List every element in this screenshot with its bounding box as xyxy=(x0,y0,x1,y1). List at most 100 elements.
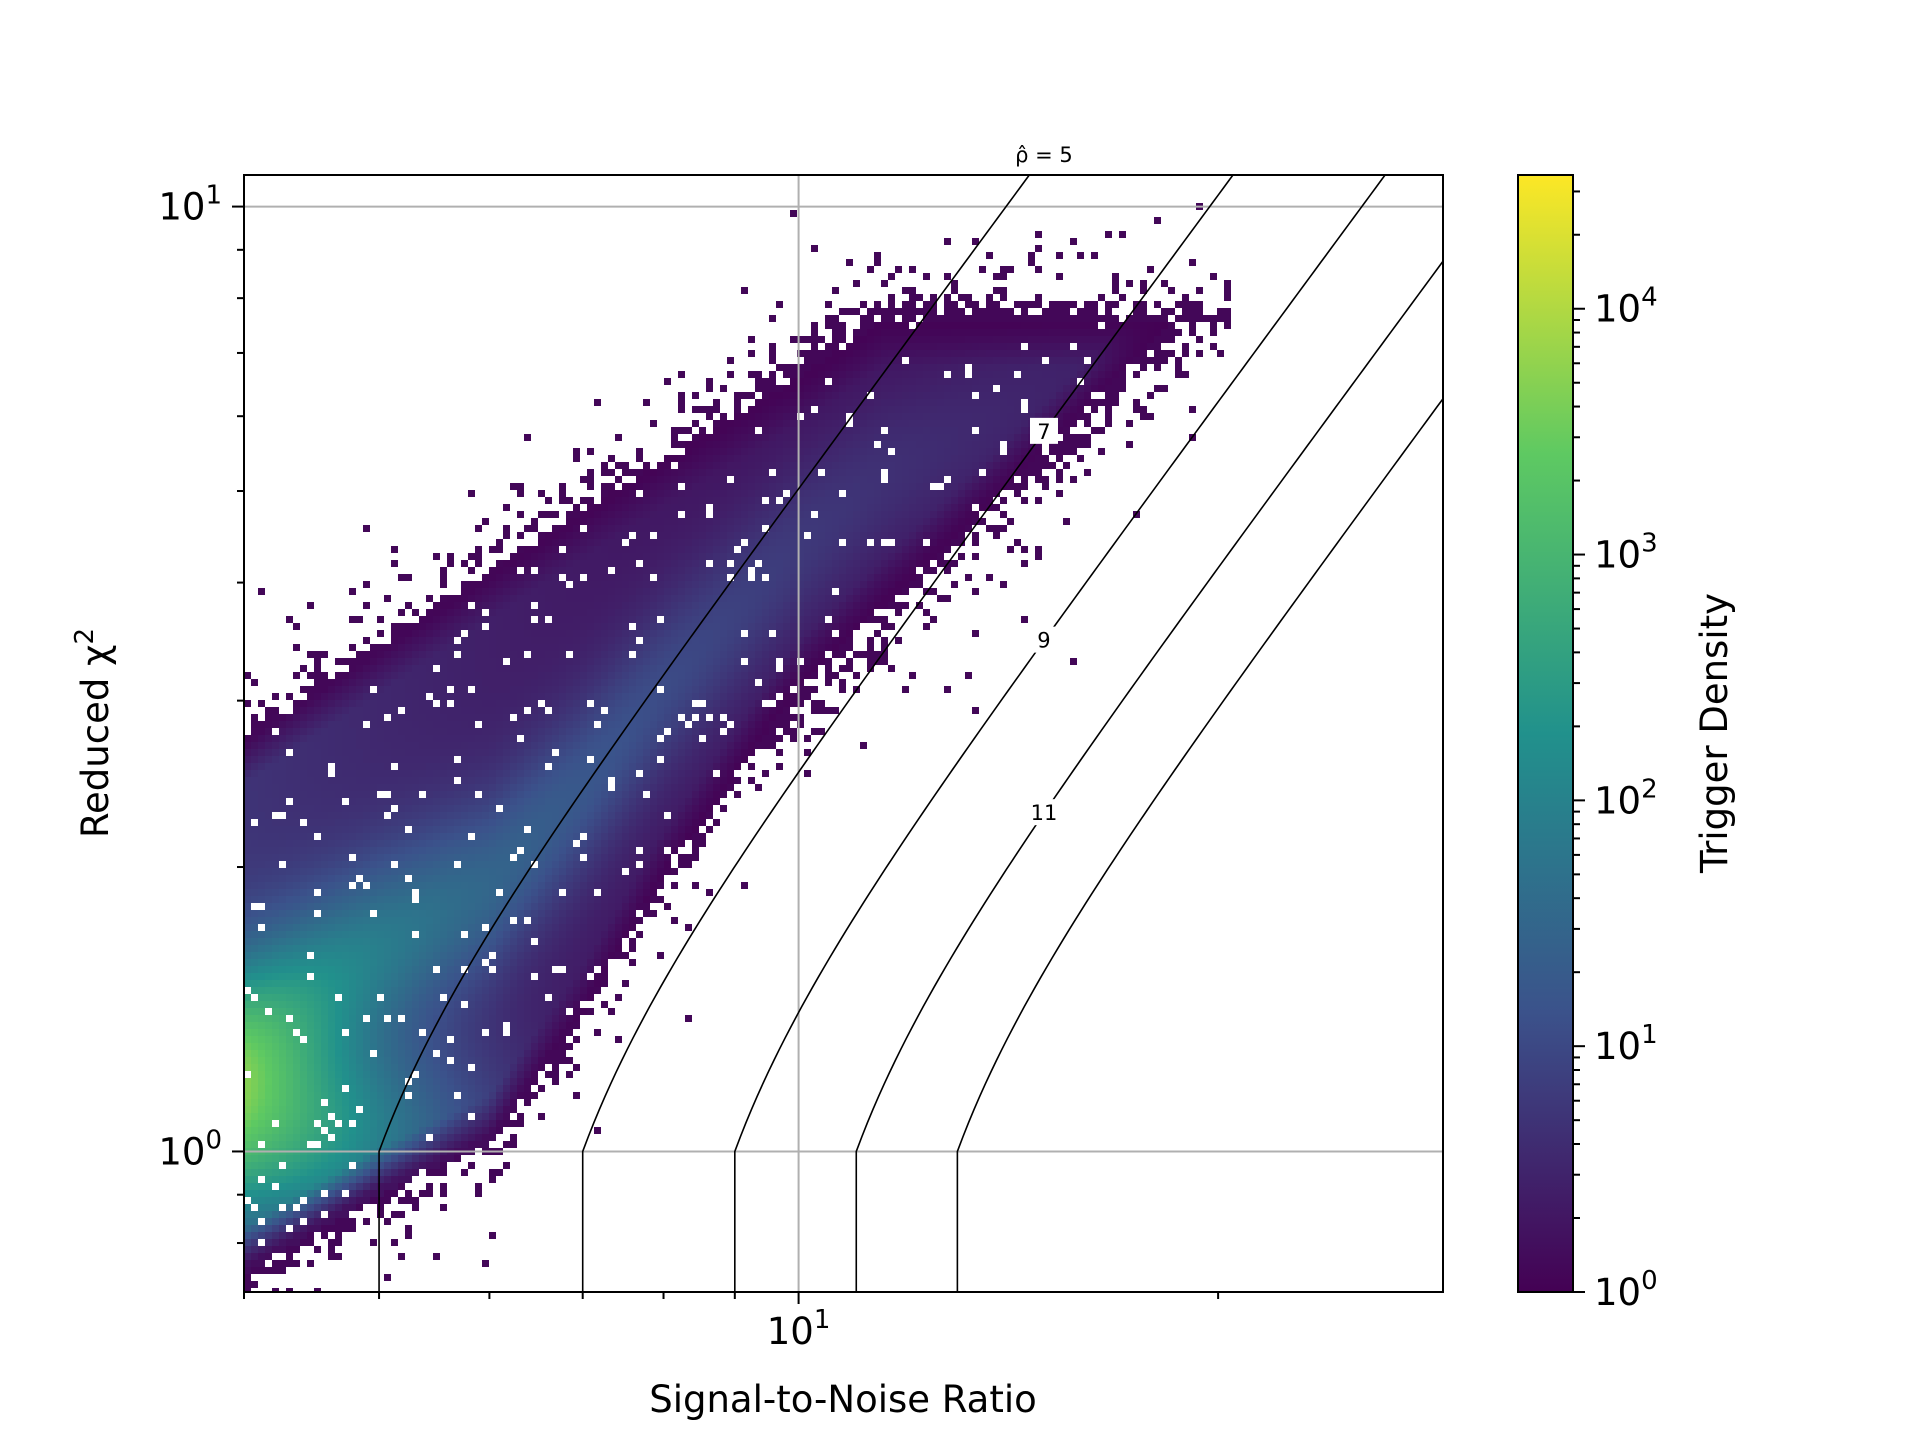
density-cell xyxy=(580,644,587,651)
density-cell xyxy=(475,763,482,770)
density-cell xyxy=(986,308,993,315)
density-cell xyxy=(559,693,566,700)
density-cell xyxy=(587,819,594,826)
density-cell xyxy=(727,602,734,609)
density-cell xyxy=(860,560,867,567)
density-cell xyxy=(818,651,825,658)
density-cell xyxy=(356,616,363,623)
density-cell xyxy=(734,434,741,441)
density-cell xyxy=(503,763,510,770)
density-cell xyxy=(755,623,762,630)
density-cell xyxy=(944,336,951,343)
density-cell xyxy=(944,546,951,553)
density-cell xyxy=(580,749,587,756)
density-cell xyxy=(1133,308,1140,315)
density-cell xyxy=(797,406,804,413)
density-cell xyxy=(461,686,468,693)
density-cell xyxy=(713,693,720,700)
density-cell xyxy=(433,616,440,623)
density-cell xyxy=(657,532,664,539)
density-cell xyxy=(944,329,951,336)
density-cell xyxy=(839,378,846,385)
density-cell xyxy=(489,651,496,658)
density-cell xyxy=(671,826,678,833)
density-cell xyxy=(944,490,951,497)
density-cell xyxy=(713,665,720,672)
density-cell xyxy=(517,644,524,651)
density-cell xyxy=(937,546,944,553)
density-cell xyxy=(531,840,538,847)
density-cell xyxy=(727,651,734,658)
density-cell xyxy=(867,427,874,434)
density-cell xyxy=(475,693,482,700)
density-cell xyxy=(811,700,818,707)
density-cell xyxy=(384,707,391,714)
density-cell xyxy=(839,364,846,371)
density-cell xyxy=(902,441,909,448)
density-cell xyxy=(790,511,797,518)
density-cell xyxy=(881,497,888,504)
density-cell xyxy=(937,371,944,378)
density-cell xyxy=(951,378,958,385)
density-cell xyxy=(1042,364,1049,371)
density-cell xyxy=(811,651,818,658)
density-cell xyxy=(853,469,860,476)
density-cell xyxy=(377,784,384,791)
density-cell xyxy=(874,385,881,392)
density-cell xyxy=(258,777,265,784)
density-cell xyxy=(440,742,447,749)
density-cell xyxy=(314,665,321,672)
density-cell xyxy=(335,805,342,812)
density-cell xyxy=(930,392,937,399)
density-cell xyxy=(489,728,496,735)
density-cell xyxy=(860,525,867,532)
density-cell xyxy=(384,693,391,700)
density-cell xyxy=(1042,392,1049,399)
density-cell xyxy=(1035,392,1042,399)
density-cell xyxy=(818,581,825,588)
density-cell xyxy=(755,602,762,609)
density-cell xyxy=(510,784,517,791)
density-cell xyxy=(783,658,790,665)
density-cell xyxy=(881,364,888,371)
density-cell xyxy=(1056,420,1063,427)
density-cell xyxy=(1091,329,1098,336)
density-cell xyxy=(944,315,951,322)
density-cell xyxy=(986,574,993,581)
density-cell xyxy=(643,777,650,784)
density-cell xyxy=(874,469,881,476)
density-cell xyxy=(447,595,454,602)
density-cell xyxy=(601,826,608,833)
density-cell xyxy=(748,455,755,462)
density-cell xyxy=(1007,448,1014,455)
density-cell xyxy=(944,455,951,462)
density-cell xyxy=(734,693,741,700)
density-cell xyxy=(370,756,377,763)
density-cell xyxy=(769,357,776,364)
density-cell xyxy=(426,707,433,714)
density-cell xyxy=(573,679,580,686)
density-cell xyxy=(692,812,699,819)
density-cell xyxy=(860,490,867,497)
density-cell xyxy=(755,721,762,728)
density-cell xyxy=(1021,616,1028,623)
density-cell xyxy=(706,686,713,693)
density-cell xyxy=(391,770,398,777)
density-cell xyxy=(755,651,762,658)
density-cell xyxy=(398,665,405,672)
density-cell xyxy=(601,497,608,504)
density-cell xyxy=(447,833,454,840)
density-cell xyxy=(972,357,979,364)
density-cell xyxy=(839,308,846,315)
density-cell xyxy=(377,686,384,693)
density-cell xyxy=(566,735,573,742)
density-cell xyxy=(720,581,727,588)
density-cell xyxy=(622,742,629,749)
density-cell xyxy=(818,476,825,483)
density-cell xyxy=(748,441,755,448)
density-cell xyxy=(678,497,685,504)
density-cell xyxy=(846,455,853,462)
density-cell xyxy=(594,763,601,770)
density-cell xyxy=(594,644,601,651)
density-cell xyxy=(909,399,916,406)
